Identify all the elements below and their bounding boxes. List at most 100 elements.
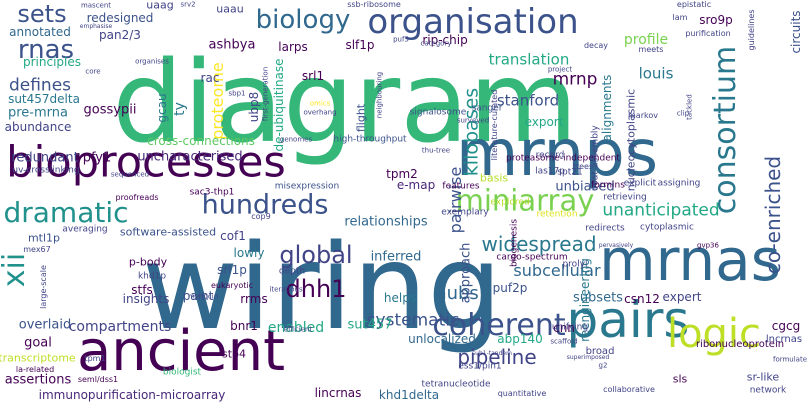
word-clip: clip — [676, 109, 690, 118]
word-g2: g2 — [598, 361, 608, 370]
word-myriocin: myriocin — [187, 292, 219, 301]
word-guidelines: guidelines — [747, 9, 756, 51]
word-pre-mrna: pre-mrna — [8, 105, 68, 121]
word-hubs: hubs — [435, 283, 479, 304]
word-ssb-ribosome: ssb-ribosome — [347, 0, 401, 9]
word-sbp1: sbp1 — [228, 89, 246, 98]
word-overlaid: overlaid — [18, 317, 72, 333]
word-ess1/pin1: ess1/pin1 — [458, 361, 502, 372]
word-unbiased: unbiased — [555, 179, 615, 195]
word-high-throughput: high-throughput — [333, 134, 407, 145]
word-rrms: rrms — [240, 292, 268, 306]
word-uaau: uaau — [216, 2, 244, 16]
word-decay: decay — [583, 41, 609, 50]
word-slf1p: slf1p — [345, 38, 375, 52]
word-trees: trees — [572, 162, 594, 171]
word-principles: principles — [22, 55, 82, 69]
word-mex67: mex67 — [23, 245, 51, 254]
word-ubp8: ubp8 — [247, 91, 261, 123]
word-coherent: coherent — [432, 308, 566, 343]
word-unlocalized: unlocalized — [408, 332, 476, 346]
word-relationships: relationships — [344, 214, 428, 230]
word-e-map: e-map — [396, 178, 436, 192]
word-annotated: annotated — [9, 25, 71, 39]
word-tackled: tackled — [685, 94, 694, 120]
word-stanford: stanford — [496, 91, 560, 110]
word-ribonucleoprotein: ribonucleoprotein — [695, 339, 785, 350]
word-basis: basis — [479, 171, 509, 185]
word-proteasome-independent: proteasome-independent — [506, 153, 620, 164]
word-xii: xii — [0, 252, 32, 288]
word-literature-curated: literature-curated — [490, 89, 499, 161]
word-formulate: formulate — [772, 355, 808, 364]
word-compartments: compartments — [68, 319, 172, 335]
word-redundant: redundant — [11, 150, 79, 166]
word-first-generation: first-generation — [261, 66, 270, 122]
word-retrieving: retrieving — [603, 192, 647, 203]
word-network: network — [749, 385, 787, 396]
word-puf5: puf5 — [393, 35, 409, 44]
word-mtl1p: mtl1p — [27, 231, 61, 245]
word-assigning: assigning — [657, 178, 701, 189]
word-uv-crosslinking: uv-crosslinking — [12, 165, 80, 176]
word-organisation: organisation — [367, 2, 579, 42]
word-cytoplasmic: cytoplasmic — [640, 222, 694, 233]
word-neighbouring: neighbouring — [375, 71, 384, 119]
word-sets: sets — [17, 0, 67, 28]
word-export: export — [524, 115, 564, 129]
word-ancient: ancient — [76, 319, 286, 384]
word-superimposed: superimposed — [566, 354, 610, 361]
word-unifying: unifying — [551, 322, 589, 333]
word-dramatic: dramatic — [3, 196, 129, 229]
word-diagram: diagram — [112, 38, 578, 168]
word-scaffold: scaffold — [550, 337, 578, 346]
word-surveyed: surveyed — [456, 116, 490, 125]
word-rac: rac — [200, 71, 220, 85]
word-stfs: stfs — [131, 283, 153, 297]
word-abp140: abp140 — [497, 332, 543, 346]
word-enabled: enabled — [267, 320, 325, 336]
word-srv2: srv2 — [180, 0, 196, 9]
word-pairs: pairs — [566, 291, 690, 349]
word-sls: sls — [672, 372, 688, 386]
word-global: global — [279, 241, 353, 269]
word-ty: ty — [172, 102, 188, 116]
word-emphasise: emphasise — [79, 23, 113, 30]
word-csn12: csn12 — [624, 292, 660, 306]
word-stp4: stp4 — [221, 347, 247, 361]
word-iterations: iterations — [269, 285, 303, 294]
word-mascent: mascent — [80, 1, 112, 10]
word-khd1p: khd1p — [137, 271, 167, 282]
word-sut457: sut457 — [347, 317, 393, 333]
word-helps: helps — [383, 291, 417, 305]
word-signalosome: signalosome — [409, 107, 467, 118]
word-srl1: srl1 — [301, 69, 325, 83]
word-cross-connections: cross-connections — [147, 134, 255, 148]
word-markov: markov — [628, 111, 658, 120]
word-alignments: alignments — [600, 74, 614, 142]
word-logic: logic — [666, 311, 762, 357]
word-la-related: la-related — [15, 365, 55, 374]
word-biology: biology — [255, 5, 351, 35]
word-redirects: redirects — [585, 223, 625, 234]
word-tetranucleotide: tetranucleotide — [421, 379, 491, 390]
word-transcriptome: transcriptome — [0, 351, 76, 365]
word-cop9: cop9 — [251, 212, 271, 221]
word-widespread: widespread — [481, 232, 597, 256]
word-project: project — [547, 65, 573, 74]
word-features: features — [442, 181, 480, 192]
word-pervasively: pervasively — [598, 242, 634, 249]
word-explored: explored — [490, 197, 530, 208]
word-inferred: inferred — [370, 249, 422, 265]
word-efficient: efficient — [283, 325, 313, 334]
word-circuits: circuits — [789, 10, 803, 54]
word-thu-tree: thu-tree — [421, 146, 451, 155]
word-consortium: consortium — [708, 45, 743, 215]
word-defines: defines — [8, 75, 72, 96]
word-meets: meets — [638, 45, 664, 54]
word-sut457delta: sut457delta — [8, 92, 80, 106]
word-gcau: gcau — [155, 93, 169, 123]
word-core: core — [85, 67, 101, 76]
word-mrnps: mrnps — [455, 117, 659, 191]
